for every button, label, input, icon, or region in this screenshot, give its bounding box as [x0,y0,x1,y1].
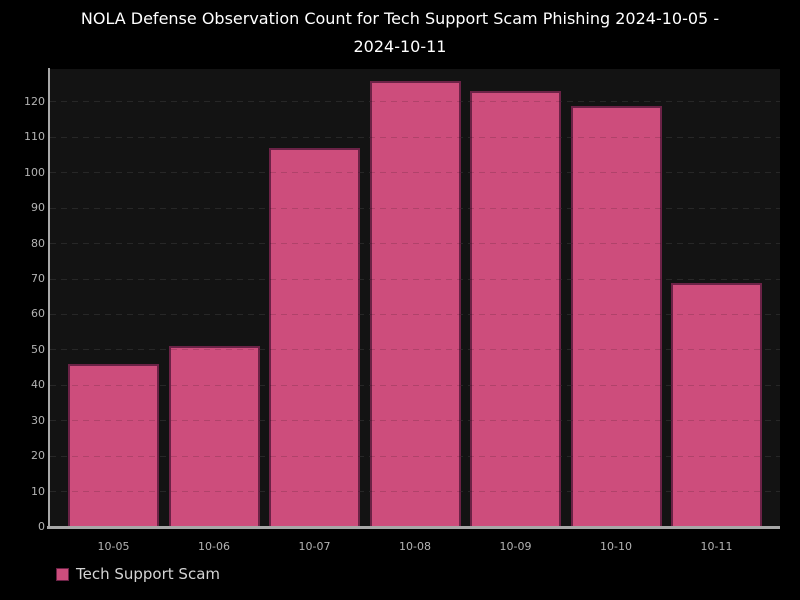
bar-10-10 [570,105,662,527]
x-tick-label: 10-07 [298,540,331,553]
y-tick-label: 20 [31,449,45,463]
bar-10-09 [470,91,561,527]
y-tick-label: 60 [31,307,45,321]
x-tick-label: 10-06 [198,540,230,553]
gridline-overlay [50,136,780,138]
y-tick-label: 0 [38,520,45,533]
x-axis-line [47,526,780,529]
x-tick-label: 10-05 [97,540,130,553]
y-tick-label: 90 [31,201,45,215]
y-tick-label: 40 [31,378,45,392]
gridline-overlay [50,384,780,386]
legend-label: Tech Support Scam [76,565,221,583]
x-tick-label: 10-08 [399,540,431,553]
x-tick-label: 10-10 [600,540,632,553]
gridline-overlay [50,491,780,493]
x-tick-label: 10-11 [700,540,733,553]
y-tick-label: 30 [31,413,45,427]
gridline-overlay [50,313,780,315]
chart-title: NOLA Defense Observation Count for Tech … [80,9,720,56]
legend-swatch-icon [56,567,69,581]
gridline-overlay [50,101,780,103]
y-tick-label: 10 [31,484,45,498]
bar-10-08 [369,80,461,527]
bar-10-07 [269,148,360,527]
gridline-overlay [50,349,780,351]
gridline-overlay [50,172,780,174]
y-tick-label: 100 [24,165,45,179]
gridline-overlay [50,207,780,209]
x-tick-label: 10-09 [499,540,532,553]
bar-10-11 [671,282,762,527]
y-tick-label: 110 [24,130,45,144]
legend: Tech Support Scam [56,565,220,583]
gridline-overlay [50,278,780,280]
y-tick-label: 120 [24,94,45,108]
y-tick-label: 80 [31,236,45,250]
y-axis-line [48,68,50,529]
gridline-overlay [50,420,780,422]
y-tick-label: 70 [31,272,45,286]
bar-10-06 [168,346,260,527]
bar-10-05 [68,364,159,527]
gridline-overlay [50,455,780,457]
y-tick-label: 50 [31,342,45,356]
gridline-overlay [50,243,780,245]
